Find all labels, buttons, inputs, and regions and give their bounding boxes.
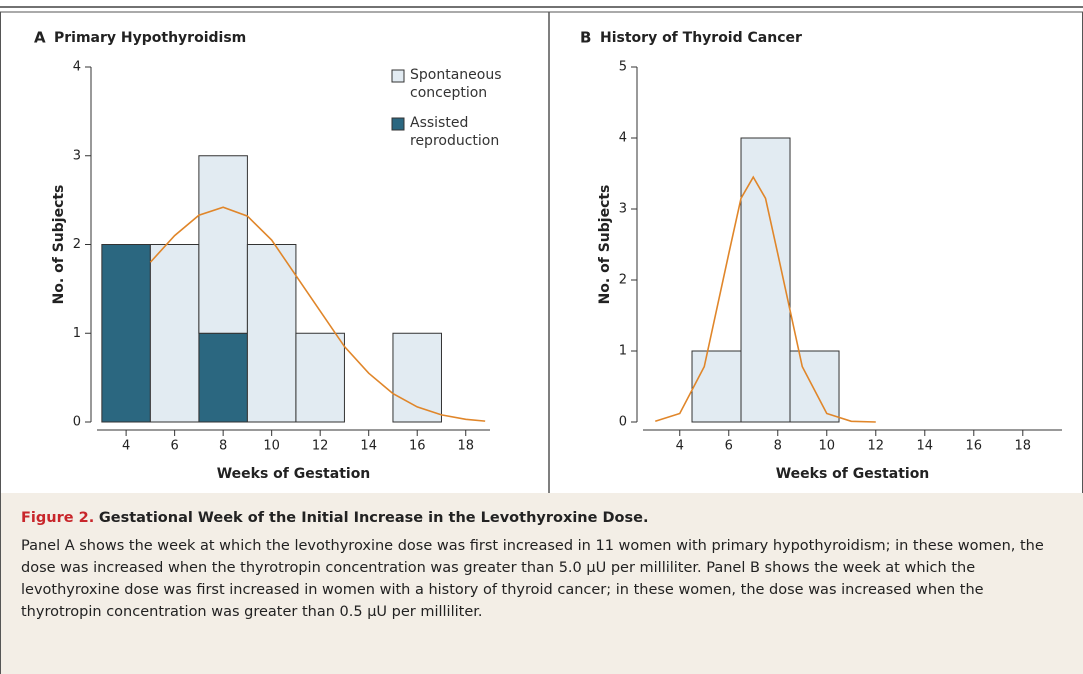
bar xyxy=(691,350,742,423)
bar xyxy=(198,155,248,334)
y-tick-label: 1 xyxy=(73,326,81,341)
x-tick-label: 8 xyxy=(219,439,227,454)
y-tick-label: 5 xyxy=(619,60,627,75)
y-tick-label: 4 xyxy=(619,131,627,146)
x-tick-label: 4 xyxy=(122,439,130,454)
x-tick-label: 4 xyxy=(676,439,684,454)
figure: A Primary Hypothyroidism Weeks of Gestatio… xyxy=(0,6,1083,493)
y-tick-label: 2 xyxy=(73,237,81,252)
x-tick-label: 8 xyxy=(774,439,782,454)
legend-swatch xyxy=(391,69,405,83)
legend-swatch xyxy=(391,117,405,131)
caption-text: Panel A shows the week at which the levo… xyxy=(21,538,1044,620)
panel-title: Primary Hypothyroidism xyxy=(54,30,246,46)
panel-letter: A xyxy=(34,29,46,47)
bar xyxy=(392,332,442,423)
y-tick-label: 0 xyxy=(73,415,81,430)
x-tick-label: 6 xyxy=(170,439,178,454)
bar xyxy=(149,244,200,423)
x-tick-label: 14 xyxy=(360,439,377,454)
x-tick-label: 12 xyxy=(868,439,885,454)
y-tick-label: 1 xyxy=(619,344,627,359)
y-tick-label: 0 xyxy=(619,415,627,430)
bar xyxy=(789,350,840,423)
x-axis-label: Weeks of Gestation xyxy=(217,466,371,482)
x-tick-label: 10 xyxy=(818,439,835,454)
x-tick-label: 6 xyxy=(725,439,733,454)
y-tick-label: 3 xyxy=(619,202,627,217)
bar xyxy=(295,332,345,423)
panel-letter: B xyxy=(580,29,591,47)
x-tick-label: 12 xyxy=(312,439,329,454)
x-tick-label: 18 xyxy=(1015,439,1032,454)
x-axis-label: Weeks of Gestation xyxy=(776,466,930,482)
caption-label: Figure 2. xyxy=(21,510,95,526)
x-tick-label: 10 xyxy=(263,439,280,454)
y-axis-label: No. of Subjects xyxy=(597,185,613,305)
y-axis-label: No. of Subjects xyxy=(51,185,67,305)
x-tick-label: 16 xyxy=(409,439,426,454)
x-tick-label: 18 xyxy=(457,439,474,454)
bar xyxy=(198,332,248,423)
legend-label: Spontaneous conception xyxy=(410,67,502,101)
caption: Figure 2. Gestational Week of the Initia… xyxy=(0,493,1083,674)
fit-curve xyxy=(149,206,486,422)
y-tick-label: 4 xyxy=(73,60,81,75)
legend-label: Assisted reproduction xyxy=(410,115,500,149)
bar xyxy=(101,244,151,423)
bar xyxy=(246,244,297,423)
caption-title: Gestational Week of the Initial Increase… xyxy=(98,510,649,526)
x-tick-label: 14 xyxy=(917,439,934,454)
x-tick-label: 16 xyxy=(966,439,983,454)
fit-curve xyxy=(655,175,876,423)
y-tick-label: 2 xyxy=(619,273,627,288)
panel-title: History of Thyroid Cancer xyxy=(600,30,802,46)
y-tick-label: 3 xyxy=(73,148,81,163)
